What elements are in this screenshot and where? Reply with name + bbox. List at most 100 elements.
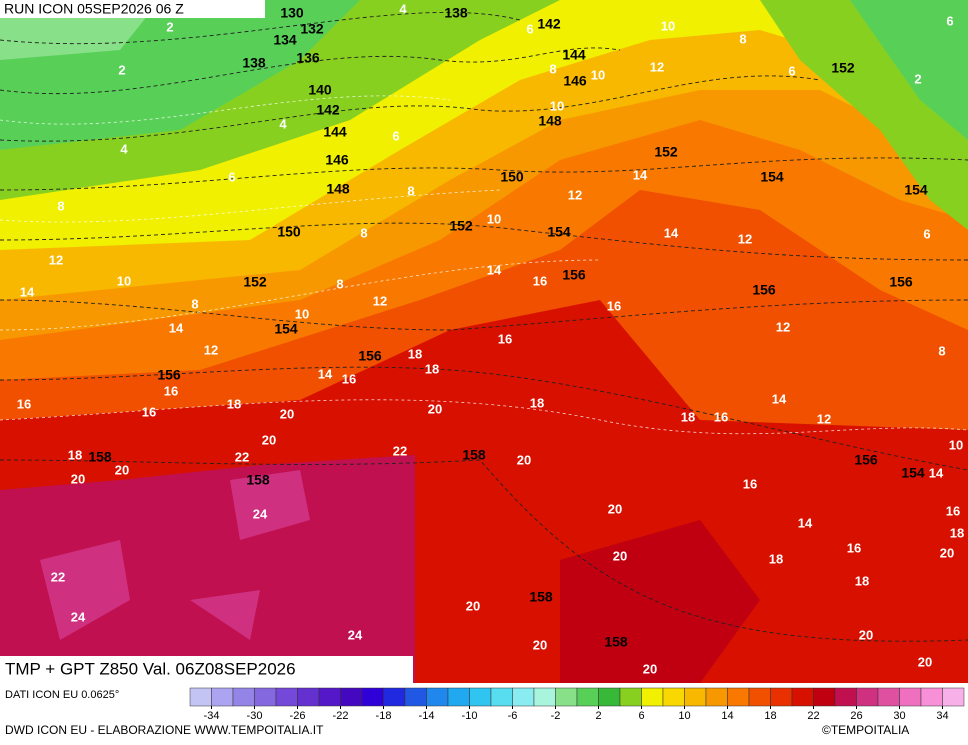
field-box <box>0 656 413 683</box>
temperature-label: 12 <box>817 411 831 426</box>
colorbar-swatch <box>318 687 341 707</box>
temperature-label: 20 <box>466 598 480 613</box>
temperature-label: 20 <box>115 462 129 477</box>
height-label: 150 <box>500 169 524 185</box>
field-label: TMP + GPT Z850 Val. 06Z08SEP2026 <box>5 659 296 678</box>
height-label: 148 <box>538 113 562 129</box>
colorbar-swatch <box>834 687 857 707</box>
temperature-label: 4 <box>279 116 287 131</box>
height-label: 156 <box>854 452 878 468</box>
height-label: 152 <box>831 60 855 76</box>
colorbar-tick-label: 30 <box>893 710 905 722</box>
temperature-label: 20 <box>940 545 954 560</box>
temperature-label: 10 <box>661 18 675 33</box>
colorbar-swatch <box>254 687 277 707</box>
hot-patch <box>560 520 760 683</box>
colorbar-swatch <box>576 687 599 707</box>
temperature-label: 20 <box>262 432 276 447</box>
temperature-label: 8 <box>549 61 556 76</box>
hot-region <box>0 455 415 683</box>
temperature-label: 14 <box>487 262 502 277</box>
temperature-label: 16 <box>743 476 757 491</box>
height-label: 158 <box>462 447 486 463</box>
colorbar-tick-label: -34 <box>204 710 220 722</box>
colorbar-tick-label: -2 <box>551 710 561 722</box>
temperature-label: 20 <box>613 548 627 563</box>
colorbar-swatch <box>404 687 427 707</box>
height-label: 132 <box>300 21 324 37</box>
colorbar-tick-label: -22 <box>333 710 349 722</box>
height-label: 156 <box>889 274 913 290</box>
colorbar-swatch <box>856 687 879 707</box>
temperature-label: 14 <box>633 167 648 182</box>
run-box <box>0 0 265 18</box>
colorbar-swatch <box>512 687 535 707</box>
colorbar: -34 -30 -26 -22 -18 -14 -10 -6 -2 2 6 10 14 18 22 26 30 3… <box>189 687 965 722</box>
colorbar-swatch <box>555 687 578 707</box>
hot-patch <box>40 470 310 640</box>
temperature-label: 16 <box>17 396 31 411</box>
height-label: 150 <box>277 224 301 240</box>
colorbar-swatch <box>383 687 406 707</box>
colorbar-swatch <box>899 687 922 707</box>
data-source: DATI ICON EU 0.0625° <box>5 689 119 701</box>
temperature-label: 18 <box>769 551 783 566</box>
height-label: 158 <box>88 449 112 465</box>
temperature-label: 16 <box>946 503 960 518</box>
temperature-label: 6 <box>923 226 930 241</box>
colorbar-swatch <box>361 687 384 707</box>
colorbar-swatch <box>490 687 513 707</box>
height-label: 154 <box>547 224 571 240</box>
height-label: 152 <box>243 274 267 290</box>
temperature-label: 18 <box>530 395 544 410</box>
temperature-label: 10 <box>949 437 963 452</box>
colorbar-tick-label: 26 <box>850 710 862 722</box>
height-label: 156 <box>752 282 776 298</box>
height-label: 154 <box>904 182 928 198</box>
height-label: 154 <box>274 321 298 337</box>
temperature-label: 6 <box>788 63 795 78</box>
height-label: 158 <box>246 472 270 488</box>
temperature-label: 8 <box>57 198 64 213</box>
height-label: 152 <box>654 144 678 160</box>
colorbar-swatch <box>447 687 470 707</box>
height-label: 146 <box>563 73 587 89</box>
colorbar-tick-label: -10 <box>462 710 478 722</box>
colorbar-swatch <box>727 687 750 707</box>
temperature-label: 24 <box>253 506 268 521</box>
temperature-label: 2 <box>914 71 921 86</box>
temperature-label: 16 <box>142 404 156 419</box>
copyright: ©TEMPOITALIA <box>822 723 909 737</box>
colorbar-swatch <box>297 687 320 707</box>
temperature-label: 16 <box>533 273 547 288</box>
temperature-label: 16 <box>714 409 728 424</box>
colorbar-tick-label: 6 <box>638 710 644 722</box>
temperature-label: 8 <box>191 296 198 311</box>
colorbar-tick-label: -18 <box>376 710 392 722</box>
colorbar-tick-label: 10 <box>678 710 690 722</box>
colorbar-swatch <box>598 687 621 707</box>
temperature-label: 22 <box>235 449 249 464</box>
colorbar-swatch <box>275 687 298 707</box>
temperature-label: 22 <box>393 443 407 458</box>
colorbar-swatch <box>211 687 234 707</box>
height-label: 158 <box>604 634 628 650</box>
colorbar-swatch <box>877 687 900 707</box>
colorbar-swatch <box>619 687 642 707</box>
run-label: RUN ICON 05SEP2026 06 Z <box>4 1 184 17</box>
colorbar-swatch <box>684 687 707 707</box>
colorbar-tick-label: -14 <box>419 710 435 722</box>
temperature-label: 10 <box>295 306 309 321</box>
temperature-label: 6 <box>526 21 533 36</box>
height-label: 144 <box>562 47 586 63</box>
height-label: 148 <box>326 181 350 197</box>
temperature-label: 18 <box>681 409 695 424</box>
temperature-label: 2 <box>118 62 125 77</box>
temperature-label: 12 <box>776 319 790 334</box>
height-label: 152 <box>449 218 473 234</box>
temperature-label: 18 <box>855 573 869 588</box>
temperature-label: 18 <box>950 525 964 540</box>
temperature-label: 18 <box>68 447 82 462</box>
